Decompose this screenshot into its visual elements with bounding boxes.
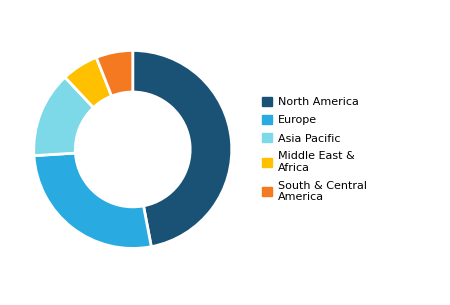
Wedge shape (34, 77, 94, 156)
Wedge shape (96, 50, 133, 96)
Wedge shape (133, 50, 232, 247)
Wedge shape (65, 57, 112, 108)
Wedge shape (34, 153, 151, 249)
Legend: North America, Europe, Asia Pacific, Middle East &
Africa, South & Central
Ameri: North America, Europe, Asia Pacific, Mid… (262, 97, 367, 202)
